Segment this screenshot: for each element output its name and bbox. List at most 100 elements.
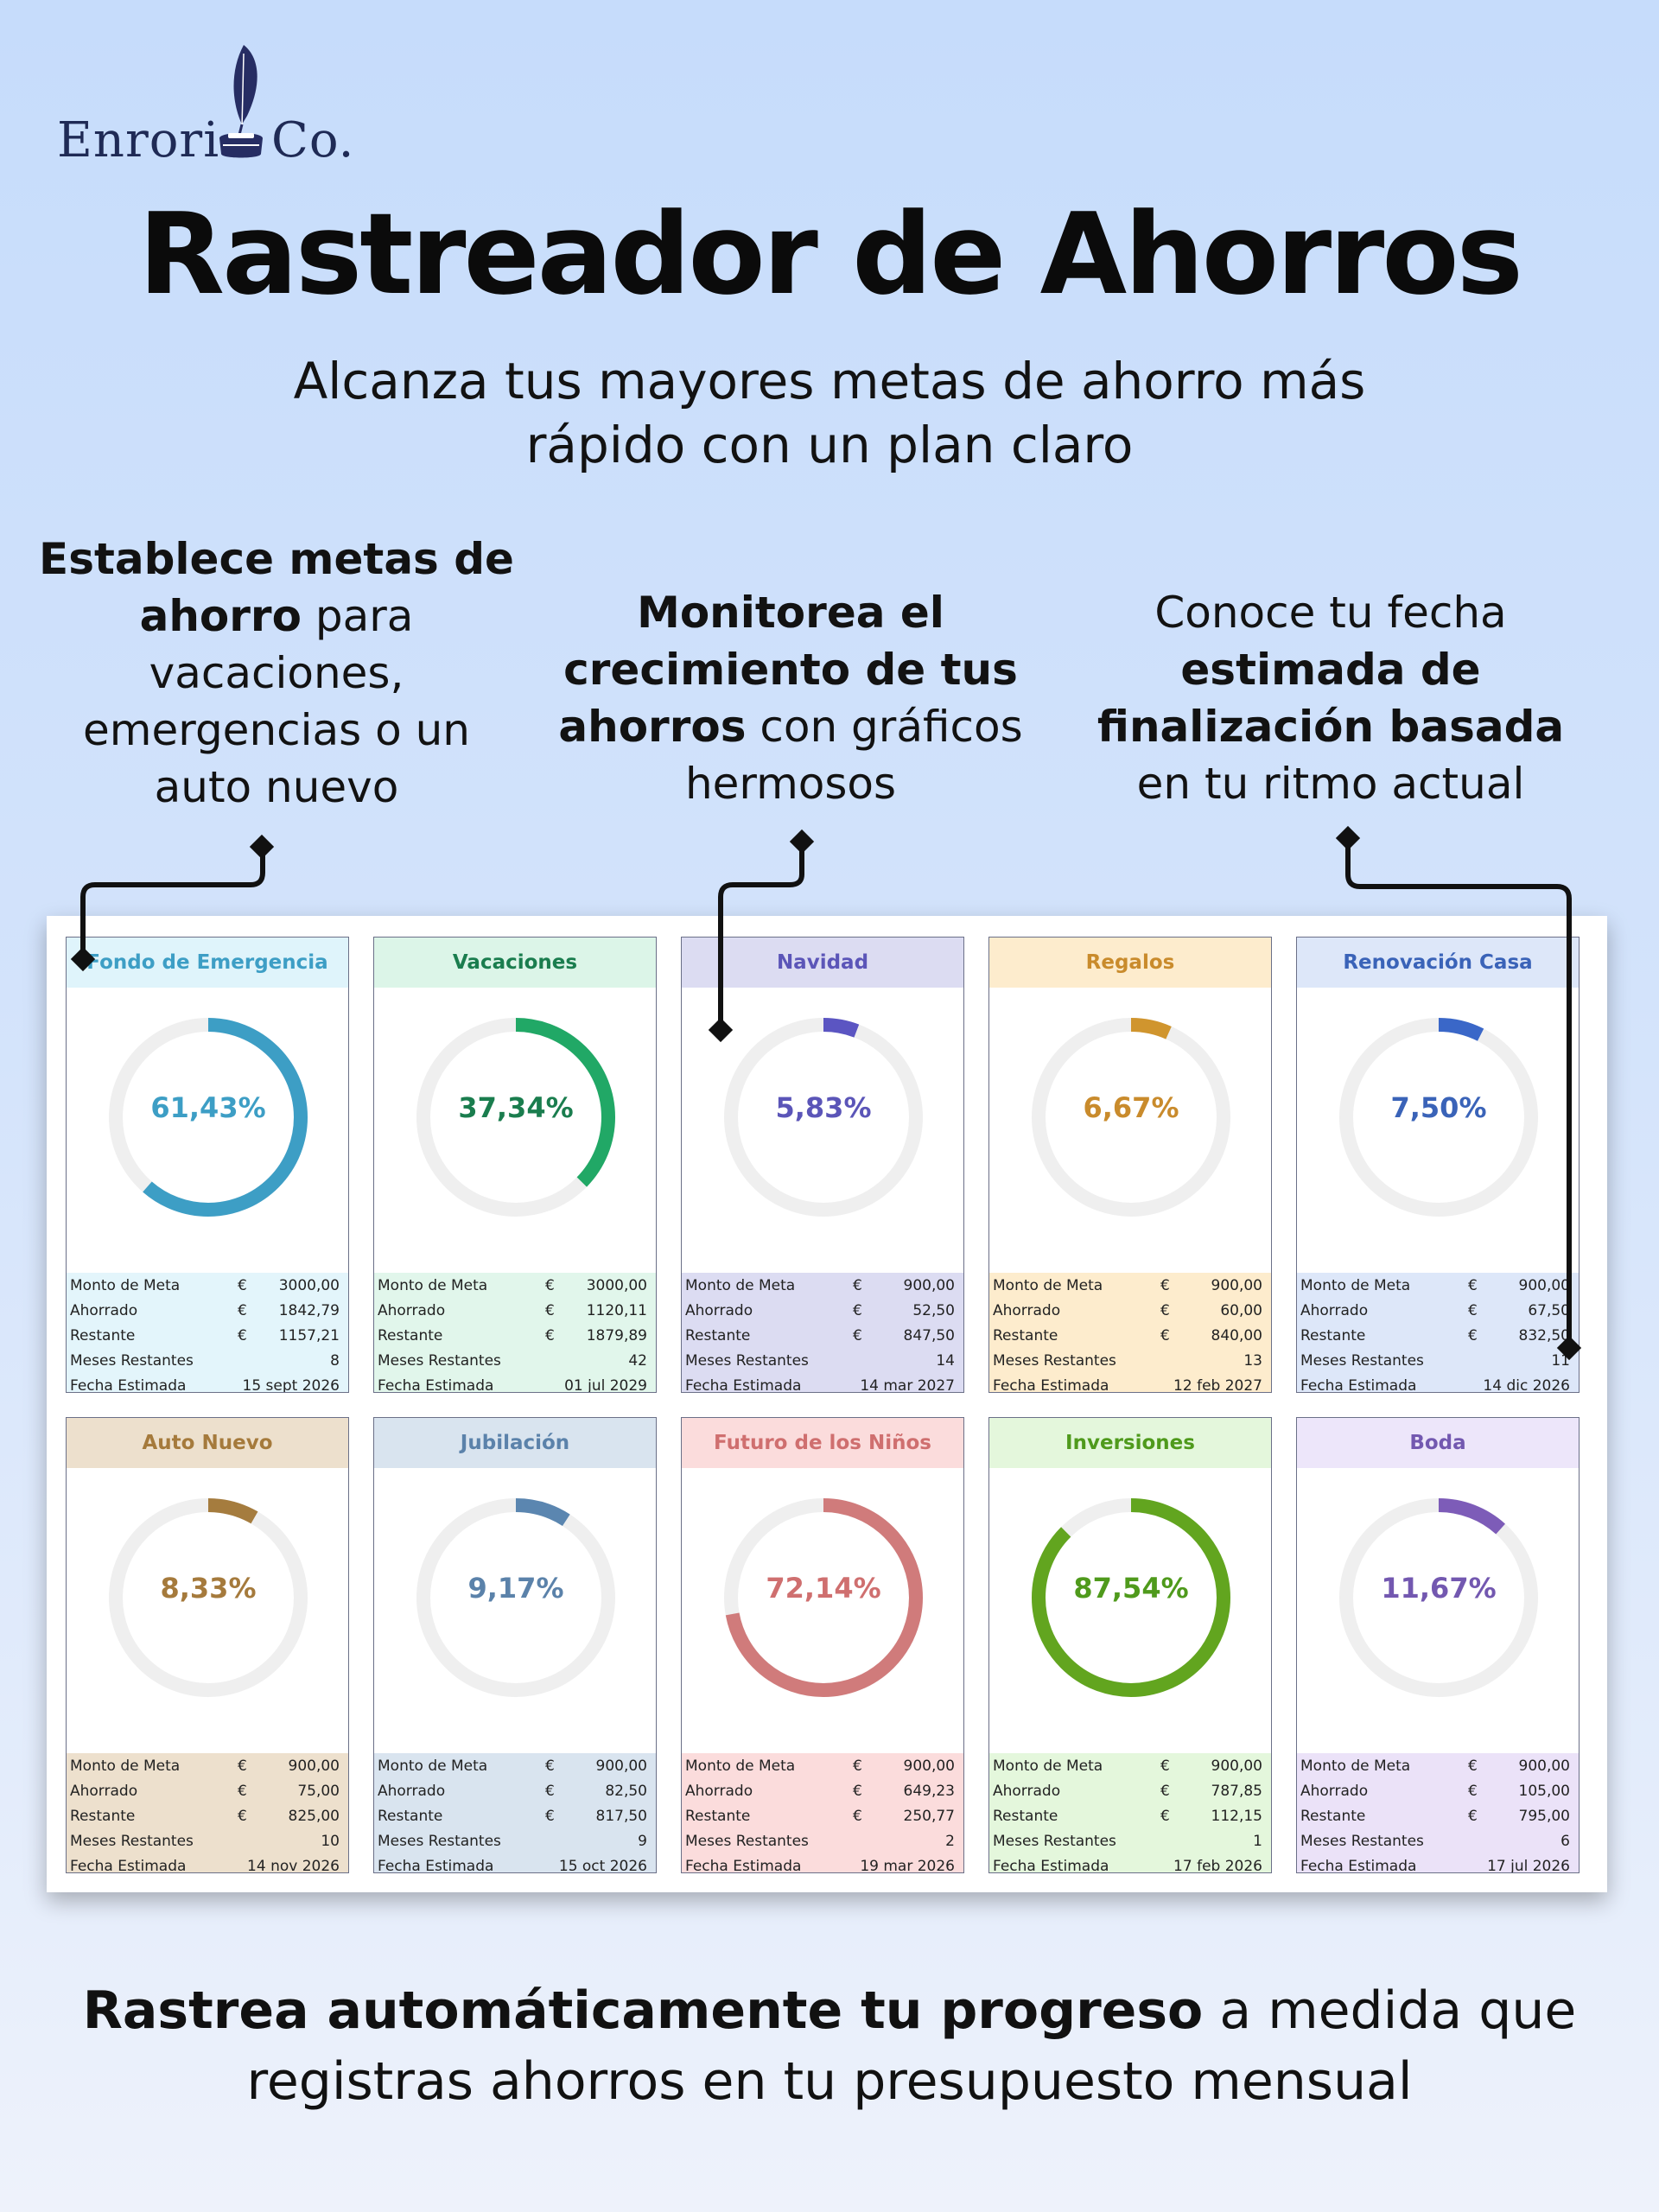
stat-row: Monto de Meta €900,00 — [1297, 1753, 1579, 1778]
currency-symbol: € — [853, 1301, 862, 1319]
stat-row: Ahorrado €105,00 — [1297, 1778, 1579, 1803]
stat-row: Monto de Meta €900,00 — [1297, 1273, 1579, 1298]
donut-progress-arc — [724, 1018, 923, 1217]
stat-row: Meses Restantes 1 — [989, 1829, 1271, 1854]
stat-label: Restante — [993, 1807, 1058, 1825]
currency-symbol: € — [545, 1757, 555, 1775]
feature-text-part: Conoce tu fecha — [1154, 588, 1507, 638]
stat-label: Restante — [993, 1326, 1058, 1344]
stat-row: Ahorrado €649,23 — [682, 1778, 963, 1803]
stat-row: Ahorrado €75,00 — [67, 1778, 348, 1803]
stat-row: Monto de Meta €900,00 — [682, 1753, 963, 1778]
goal-donut-chart — [724, 1018, 923, 1217]
stat-amount: 105,00 — [1518, 1782, 1570, 1800]
stat-label: Monto de Meta — [70, 1757, 181, 1775]
stat-value: 11 — [1551, 1352, 1570, 1370]
connector-diamond — [1335, 825, 1361, 851]
stat-label: Meses Restantes — [1300, 1833, 1424, 1851]
stat-value: €3000,00 — [238, 1277, 340, 1294]
goal-donut-chart — [416, 1018, 615, 1217]
donut-progress-arc — [109, 1498, 308, 1697]
stat-value: €832,50 — [1468, 1327, 1570, 1344]
currency-symbol: € — [1160, 1301, 1170, 1319]
goal-card: Inversiones 87,54% Monto de Meta €900,00 Aho… — [988, 1417, 1272, 1873]
stat-row: Restante €847,50 — [682, 1323, 963, 1348]
stat-row: Ahorrado €787,85 — [989, 1778, 1271, 1803]
stat-row: Restante €825,00 — [67, 1803, 348, 1828]
stat-row: Monto de Meta €900,00 — [67, 1753, 348, 1778]
donut-progress-arc — [724, 1498, 923, 1697]
stat-value: €60,00 — [1160, 1302, 1262, 1319]
currency-symbol: € — [545, 1276, 555, 1294]
stat-value: €1157,21 — [238, 1327, 340, 1344]
stat-row: Meses Restantes 14 — [682, 1349, 963, 1374]
goal-stats-table: Monto de Meta €900,00 Ahorrado €82,50 Restan… — [374, 1753, 656, 1873]
stat-label: Ahorrado — [993, 1301, 1061, 1319]
stat-row: Meses Restantes 11 — [1297, 1349, 1579, 1374]
goal-stats-table: Monto de Meta €900,00 Ahorrado €67,50 Restan… — [1297, 1273, 1579, 1392]
stat-amount: 900,00 — [288, 1757, 340, 1775]
stat-row: Ahorrado €1842,79 — [67, 1298, 348, 1323]
donut-progress-arc — [1032, 1498, 1230, 1697]
stat-label: Ahorrado — [70, 1301, 138, 1319]
stat-value: €1879,89 — [545, 1327, 647, 1344]
goal-card-title: Regalos — [989, 938, 1271, 988]
stat-row: Monto de Meta €900,00 — [682, 1273, 963, 1298]
currency-symbol: € — [238, 1757, 247, 1775]
stat-label: Meses Restantes — [993, 1833, 1116, 1851]
stat-label: Meses Restantes — [685, 1352, 809, 1370]
goal-card: Auto Nuevo 8,33% Monto de Meta €900,00 Ahorr… — [66, 1417, 349, 1873]
stat-value: €649,23 — [853, 1783, 955, 1800]
stat-value: €900,00 — [1160, 1758, 1262, 1775]
stat-label: Monto de Meta — [378, 1757, 488, 1775]
stat-amount: 60,00 — [1220, 1301, 1262, 1319]
stat-row: Fecha Estimada 12 feb 2027 — [989, 1374, 1271, 1392]
stat-label: Restante — [685, 1807, 751, 1825]
bottom-tagline-bold: Rastrea automáticamente tu progreso — [82, 1980, 1204, 2041]
stat-row: Monto de Meta €900,00 — [989, 1753, 1271, 1778]
stat-value: 15 oct 2026 — [558, 1858, 647, 1873]
stat-row: Fecha Estimada 14 mar 2027 — [682, 1374, 963, 1392]
stat-label: Monto de Meta — [993, 1757, 1103, 1775]
stat-row: Fecha Estimada 17 feb 2026 — [989, 1854, 1271, 1873]
stat-value: €847,50 — [853, 1327, 955, 1344]
goal-card: Renovación Casa 7,50% Monto de Meta €900,00… — [1296, 937, 1580, 1393]
stat-row: Meses Restantes 2 — [682, 1829, 963, 1854]
donut-progress-arc — [1339, 1498, 1538, 1697]
stat-label: Fecha Estimada — [70, 1377, 187, 1393]
stat-label: Fecha Estimada — [993, 1858, 1109, 1873]
stat-label: Fecha Estimada — [70, 1858, 187, 1873]
stat-row: Meses Restantes 42 — [374, 1349, 656, 1374]
stat-label: Restante — [378, 1326, 443, 1344]
stat-value: €795,00 — [1468, 1808, 1570, 1825]
goal-donut-chart — [1032, 1498, 1230, 1697]
stat-label: Monto de Meta — [1300, 1757, 1411, 1775]
goal-stats-table: Monto de Meta €900,00 Ahorrado €105,00 Resta… — [1297, 1753, 1579, 1872]
goal-percent-label: 5,83% — [775, 1091, 872, 1124]
stat-row: Monto de Meta €900,00 — [989, 1273, 1271, 1298]
stat-label: Ahorrado — [685, 1782, 753, 1800]
goal-card: Boda 11,67% Monto de Meta €900,00 Ahorrado €1… — [1296, 1417, 1580, 1873]
stat-row: Ahorrado €82,50 — [374, 1778, 656, 1803]
stat-value: 01 jul 2029 — [564, 1377, 647, 1393]
page-subtitle: Alcanza tus mayores metas de ahorro más … — [293, 352, 1366, 474]
quill-inkwell-icon — [219, 45, 263, 158]
currency-symbol: € — [1468, 1757, 1478, 1775]
savings-dashboard: Fondo de Emergencia 61,43% Monto de Meta €3… — [47, 916, 1607, 1892]
goal-percent-label: 6,67% — [1083, 1091, 1179, 1124]
stat-row: Restante €832,50 — [1297, 1323, 1579, 1348]
stat-label: Ahorrado — [685, 1301, 753, 1319]
stat-label: Monto de Meta — [378, 1276, 488, 1294]
goal-percent-label: 37,34% — [458, 1091, 574, 1124]
stat-value: €1120,11 — [545, 1302, 647, 1319]
goal-card: Vacaciones 37,34% Monto de Meta €3000,00 Aho… — [373, 937, 657, 1393]
feature-set-goals: Establece metas de ahorro para vacacione… — [35, 531, 518, 816]
stat-amount: 847,50 — [903, 1326, 955, 1344]
goal-donut-chart — [109, 1018, 308, 1217]
goal-card-title: Fondo de Emergencia — [67, 938, 348, 988]
stat-row: Meses Restantes 9 — [374, 1829, 656, 1854]
stat-row: Fecha Estimada 15 oct 2026 — [374, 1854, 656, 1873]
stat-label: Restante — [378, 1807, 443, 1825]
goal-card-title: Boda — [1297, 1418, 1579, 1468]
stat-amount: 3000,00 — [278, 1276, 340, 1294]
